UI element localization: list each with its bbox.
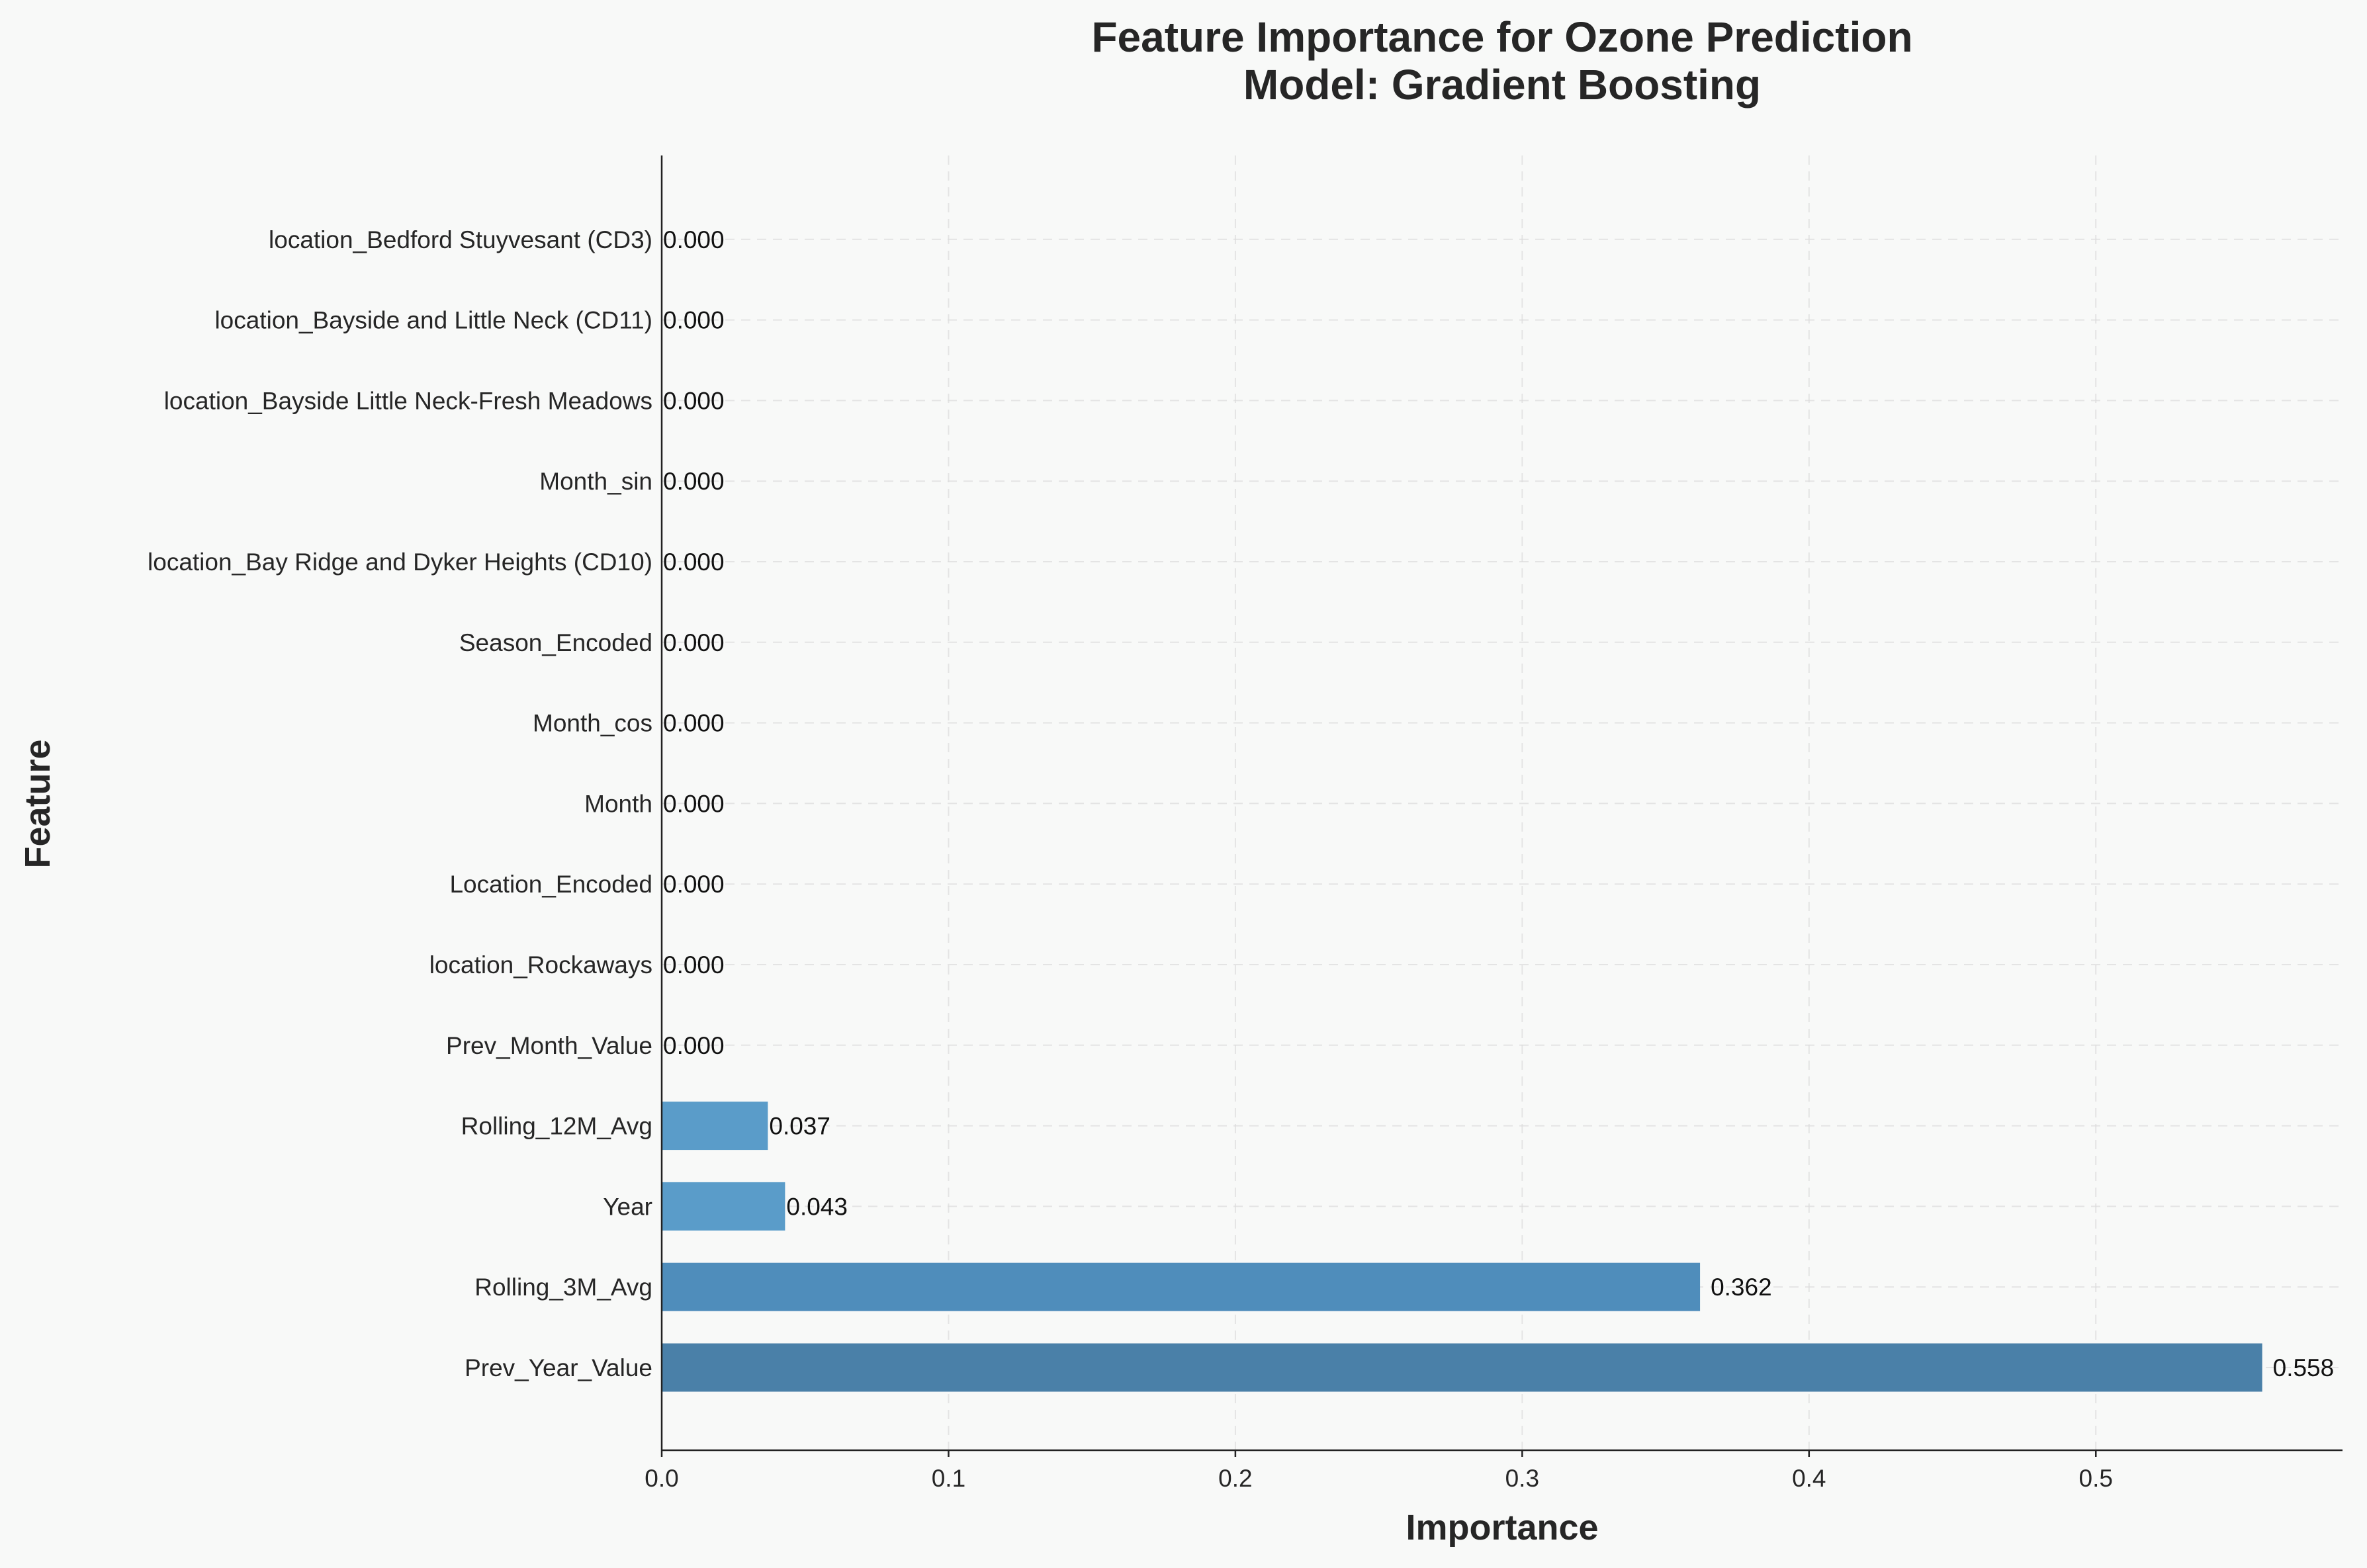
bar-value-label: 0.000 xyxy=(663,1032,725,1059)
bar xyxy=(662,1343,2262,1392)
axes xyxy=(660,155,2343,1452)
chart-title: Feature Importance for Ozone Prediction xyxy=(1091,13,1912,61)
bar-value-label: 0.558 xyxy=(2273,1354,2335,1381)
x-tick-label: 0.4 xyxy=(1792,1465,1826,1492)
bar xyxy=(662,1182,785,1231)
bar xyxy=(662,1102,768,1151)
y-tick-label: Month xyxy=(584,790,652,817)
y-tick-label: Season_Encoded xyxy=(459,629,652,656)
bars xyxy=(662,1102,2262,1392)
x-tick-label: 0.5 xyxy=(2079,1465,2113,1492)
x-axis-label: Importance xyxy=(1406,1508,1598,1547)
y-tick-label: Rolling_12M_Avg xyxy=(461,1113,652,1140)
bar-value-label: 0.000 xyxy=(663,468,725,495)
y-tick-label: Month_sin xyxy=(539,468,652,495)
bar xyxy=(662,1262,1701,1311)
bar-value-label: 0.000 xyxy=(663,548,725,576)
bar-value-label: 0.037 xyxy=(769,1113,830,1140)
bar-value-label: 0.000 xyxy=(663,790,725,817)
x-tick-label: 0.1 xyxy=(932,1465,965,1492)
y-tick-label: Rolling_3M_Avg xyxy=(474,1274,652,1301)
data-labels: 0.558 0.362 0.043 0.037 0.000 0.000 0.000 0.000… xyxy=(663,226,2334,1381)
x-tick-label: 0.0 xyxy=(645,1465,678,1492)
y-tick-label: Prev_Year_Value xyxy=(465,1354,652,1381)
bar-value-label: 0.043 xyxy=(786,1193,848,1220)
ticks: 0.0 0.1 0.2 0.3 0.4 0.5 Prev_Year_Value Rolling… xyxy=(148,226,2113,1492)
y-tick-label: location_Bedford Stuyvesant (CD3) xyxy=(269,226,652,253)
y-tick-label: Prev_Month_Value xyxy=(446,1032,652,1059)
bar-value-label: 0.000 xyxy=(663,226,725,253)
grid xyxy=(662,155,2343,1450)
y-tick-label: Year xyxy=(603,1193,652,1220)
x-tick-label: 0.3 xyxy=(1505,1465,1539,1492)
y-tick-label: location_Bayside Little Neck-Fresh Meado… xyxy=(164,387,652,414)
y-tick-label: location_Rockaways xyxy=(429,951,652,979)
y-tick-label: location_Bayside and Little Neck (CD11) xyxy=(214,307,652,334)
bar-value-label: 0.000 xyxy=(663,951,725,979)
bar-value-label: 0.362 xyxy=(1711,1274,1772,1301)
y-axis-label: Feature xyxy=(18,739,58,868)
chart-subtitle: Model: Gradient Boosting xyxy=(1243,61,1761,109)
bar-value-label: 0.000 xyxy=(663,307,725,334)
y-tick-label: Location_Encoded xyxy=(449,871,652,898)
bar-value-label: 0.000 xyxy=(663,871,725,898)
bar-value-label: 0.000 xyxy=(663,387,725,414)
bar-value-label: 0.000 xyxy=(663,710,725,737)
y-tick-label: Month_cos xyxy=(533,710,652,737)
y-tick-label: location_Bay Ridge and Dyker Heights (CD… xyxy=(148,548,652,576)
x-tick-label: 0.2 xyxy=(1218,1465,1252,1492)
bar-value-label: 0.000 xyxy=(663,629,725,656)
